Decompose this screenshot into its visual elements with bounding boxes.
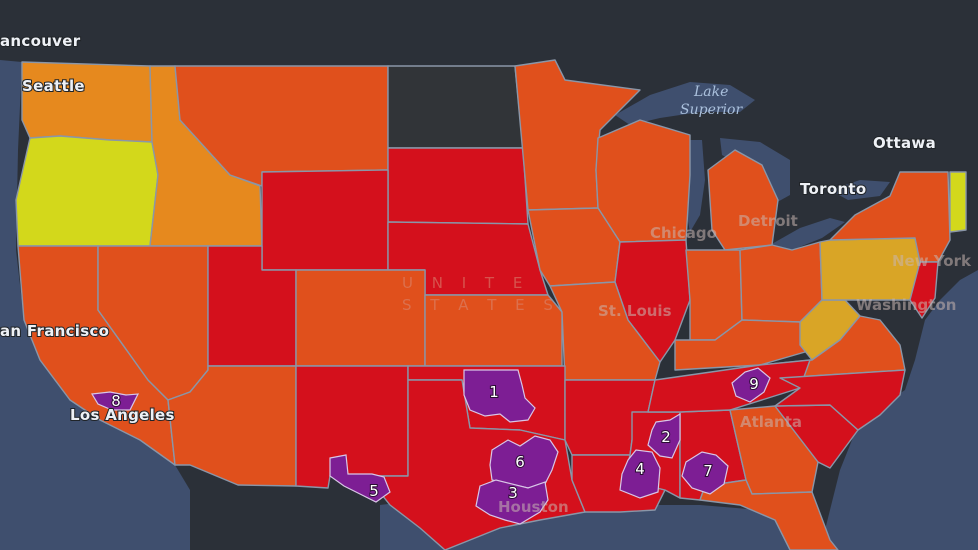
hotspot-7-label[interactable]: 7 [702, 461, 714, 481]
city-label-ottawa[interactable]: Ottawa [872, 133, 937, 153]
city-label-st-louis[interactable]: St. Louis [598, 302, 672, 320]
hotspot-6-area[interactable] [489, 435, 559, 489]
city-label-atlanta[interactable]: Atlanta [740, 413, 802, 431]
city-label-vancouver[interactable]: ancouver [0, 31, 81, 51]
hotspot-9-label[interactable]: 9 [748, 374, 760, 394]
hotspot-3-area[interactable] [475, 479, 549, 525]
hotspot-5-label[interactable]: 5 [368, 481, 380, 501]
state-new-mexico[interactable] [295, 365, 409, 489]
hotspot-8-label[interactable]: 8 [110, 391, 122, 411]
lake-superior-label-line2: Superior [680, 102, 743, 118]
city-label-san-francisco[interactable]: an Francisco [0, 321, 110, 341]
state-tennessee[interactable] [647, 359, 811, 413]
hotspot-2-label[interactable]: 2 [660, 427, 672, 447]
city-label-houston[interactable]: Houston [498, 498, 569, 516]
state-florida[interactable] [699, 479, 839, 550]
state-kansas[interactable] [424, 294, 563, 367]
city-label-new-york[interactable]: New York [892, 252, 972, 270]
state-new-jersey[interactable] [909, 261, 939, 319]
city-label-los-angeles[interactable]: Los Angeles [69, 405, 175, 425]
city-label-washington[interactable]: Washington [856, 296, 956, 314]
state-north-dakota[interactable] [387, 65, 524, 149]
atlantic-ocean [820, 270, 978, 550]
hotspot-5-area[interactable] [329, 454, 391, 503]
lake-ontario [830, 180, 890, 200]
state-new-york[interactable] [829, 171, 951, 263]
hotspot-4-label[interactable]: 4 [634, 459, 646, 479]
state-washington[interactable] [21, 61, 153, 143]
state-missouri[interactable] [549, 281, 661, 381]
country-label-line1: U N I T E [402, 274, 529, 292]
lake-superior-label-line1: Lake [693, 84, 728, 100]
hotspot-1-label[interactable]: 1 [488, 382, 500, 402]
hotspot-3-label[interactable]: 3 [507, 483, 519, 503]
lake-superior [615, 82, 755, 125]
hotspot-4-area[interactable] [619, 449, 661, 499]
state-south-dakota[interactable] [387, 147, 529, 225]
state-vermont[interactable] [949, 171, 967, 233]
state-ohio[interactable] [739, 241, 823, 323]
country-label-line2: S T A T E S [402, 296, 560, 314]
city-label-seattle[interactable]: Seattle [21, 76, 86, 96]
gulf-of-mexico [380, 500, 800, 550]
hotspot-7-area[interactable] [681, 451, 729, 495]
state-wyoming[interactable] [261, 169, 389, 271]
hotspot-9-area[interactable] [731, 367, 771, 403]
city-label-detroit[interactable]: Detroit [738, 212, 798, 230]
state-north-carolina[interactable] [774, 369, 906, 431]
pacific-ocean [0, 60, 190, 550]
city-label-toronto[interactable]: Toronto [799, 179, 867, 199]
lake-erie [770, 218, 845, 250]
hotspot-2-area[interactable] [647, 412, 681, 459]
state-michigan[interactable] [707, 149, 779, 251]
hotspot-1-area[interactable] [463, 369, 536, 423]
city-label-chicago[interactable]: Chicago [650, 224, 717, 242]
hotspot-8-area[interactable] [91, 391, 140, 411]
hotspot-6-label[interactable]: 6 [514, 452, 526, 472]
state-oregon[interactable] [15, 135, 159, 247]
